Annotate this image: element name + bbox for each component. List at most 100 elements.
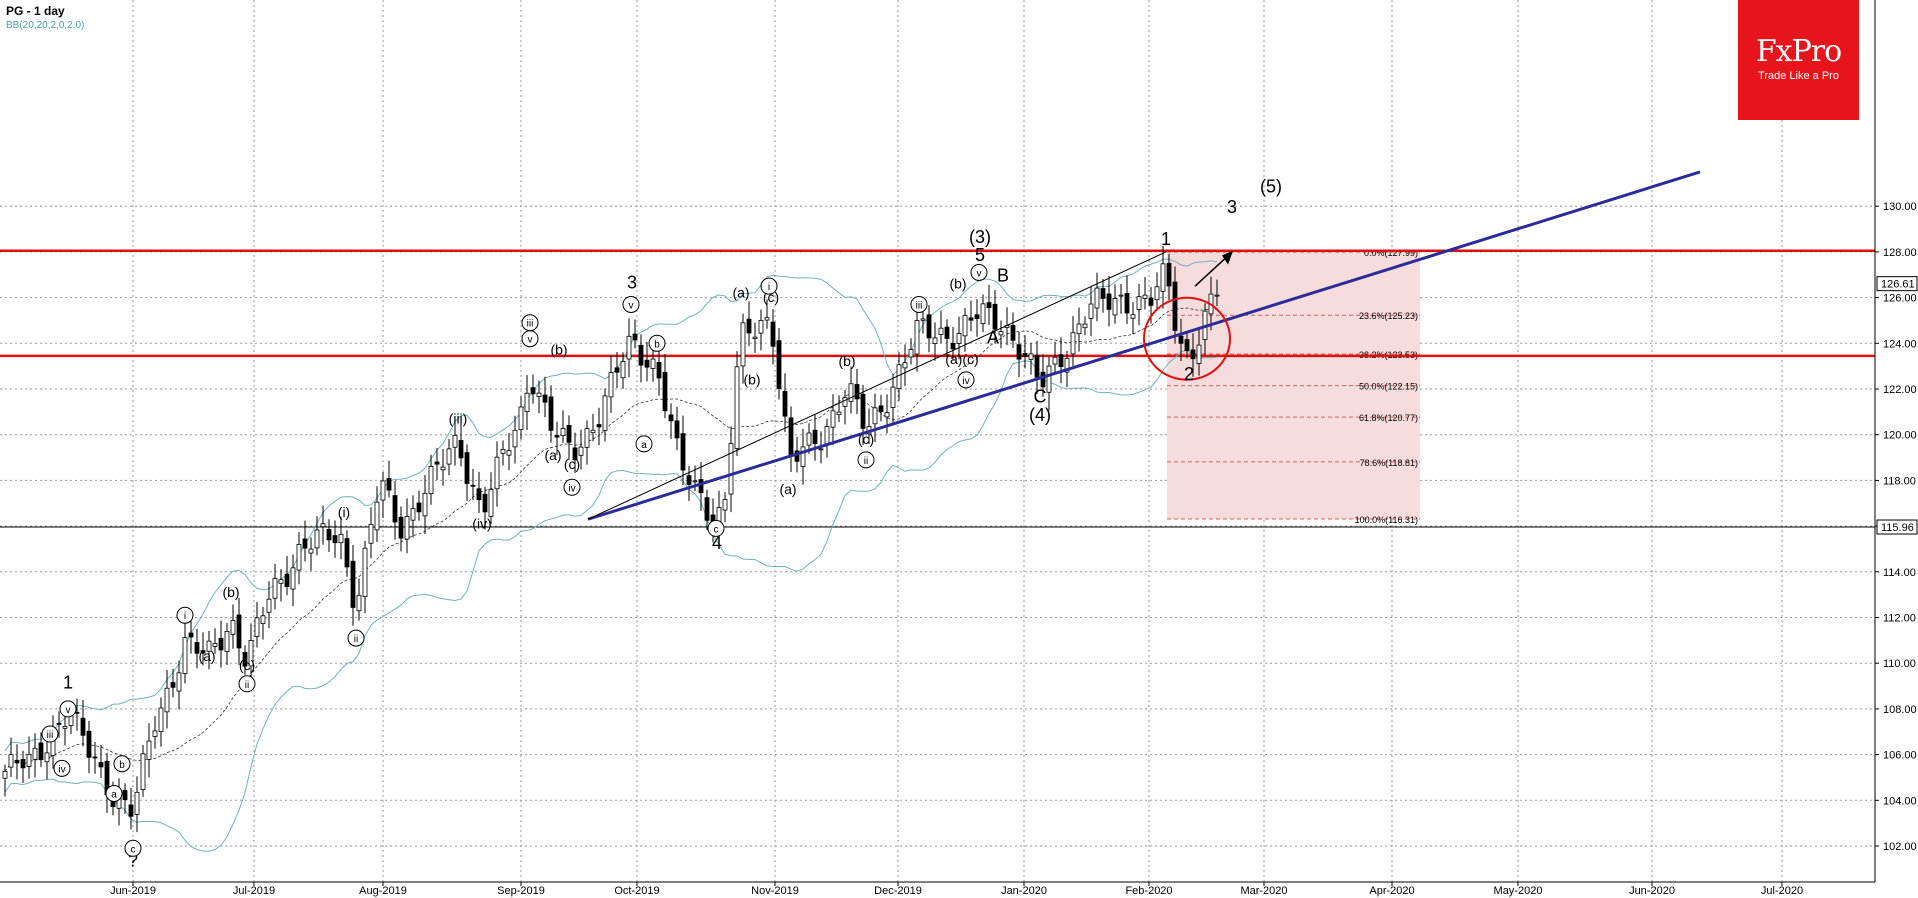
x-tick-label: Oct-2019 bbox=[614, 885, 659, 897]
candle-body bbox=[944, 326, 950, 339]
candle-body bbox=[326, 529, 332, 541]
candle-body bbox=[920, 318, 926, 321]
candle-body bbox=[782, 391, 788, 417]
fxpro-logo: FxPro Trade Like a Pro bbox=[1738, 0, 1859, 120]
candle-body bbox=[980, 303, 986, 324]
candle-body bbox=[344, 538, 350, 568]
candle-body bbox=[836, 411, 842, 416]
wave-circle-label: b bbox=[654, 339, 660, 350]
wave-label: (a) bbox=[732, 285, 749, 301]
candle-body bbox=[986, 302, 992, 309]
candle-body bbox=[374, 501, 380, 531]
candle-body bbox=[482, 493, 488, 513]
candle-body bbox=[218, 637, 224, 651]
fib-level-label: 0.0%(127.99) bbox=[1364, 248, 1418, 258]
wave-circle-label: i bbox=[768, 282, 770, 293]
candle-body bbox=[914, 320, 920, 355]
candle-body bbox=[1166, 262, 1172, 287]
candle-body bbox=[194, 642, 200, 654]
candle-body bbox=[584, 428, 590, 448]
candle-body bbox=[602, 395, 608, 431]
candles bbox=[2, 245, 1220, 833]
candle-body bbox=[926, 314, 932, 339]
candle-body bbox=[320, 523, 326, 528]
candle-body bbox=[974, 314, 980, 319]
y-tick-label: 108.00 bbox=[1883, 704, 1917, 716]
x-tick-label: Nov-2019 bbox=[751, 885, 799, 897]
wave-circle bbox=[857, 451, 875, 469]
wave-label: (a) bbox=[779, 481, 796, 497]
candle-body bbox=[260, 615, 266, 624]
wave-circle bbox=[41, 725, 59, 743]
wave-label: 1 bbox=[63, 672, 73, 692]
price-label-box bbox=[1876, 276, 1918, 292]
wave-circle-label: a bbox=[641, 440, 647, 451]
candle-body bbox=[1028, 353, 1034, 360]
candle-body bbox=[740, 322, 746, 367]
candle-body bbox=[632, 333, 638, 341]
y-tick-label: 102.00 bbox=[1883, 841, 1917, 853]
candle-body bbox=[758, 320, 764, 334]
candle-body bbox=[668, 414, 674, 422]
candle-body bbox=[1154, 286, 1160, 301]
wave-circle bbox=[238, 675, 256, 693]
fib-level-label: 61.8%(120.77) bbox=[1359, 413, 1418, 423]
candle-body bbox=[92, 756, 98, 759]
candle-body bbox=[170, 682, 176, 688]
logo-tagline: Trade Like a Pro bbox=[1758, 70, 1839, 82]
wave-circle bbox=[113, 755, 131, 773]
candle-body bbox=[266, 598, 272, 613]
wave-label: (b) bbox=[550, 342, 567, 358]
candle-body bbox=[1052, 356, 1058, 365]
candle-body bbox=[1196, 344, 1202, 364]
bollinger-bands bbox=[4, 258, 1218, 852]
candle-body bbox=[1016, 344, 1022, 360]
wave-label: 5 bbox=[975, 245, 985, 265]
candle-body bbox=[872, 407, 878, 425]
candle-body bbox=[200, 650, 206, 654]
candle-body bbox=[932, 337, 938, 345]
wave-label: (5) bbox=[1260, 177, 1282, 197]
wave-circle bbox=[957, 371, 975, 389]
wave-label: ? bbox=[128, 851, 138, 871]
wave-circle-label: c bbox=[714, 524, 719, 535]
x-tick-label: Aug-2019 bbox=[359, 885, 407, 897]
y-tick-label: 130.00 bbox=[1883, 201, 1917, 213]
candle-body bbox=[68, 715, 74, 726]
candle-body bbox=[806, 432, 812, 446]
x-tick-label: Jun-2019 bbox=[110, 885, 156, 897]
x-tick-label: Jan-2020 bbox=[1001, 885, 1047, 897]
candle-body bbox=[86, 730, 92, 758]
candle-body bbox=[212, 643, 218, 647]
candle-body bbox=[356, 594, 362, 612]
price-label: 126.61 bbox=[1881, 279, 1915, 291]
x-tick-label: Jul-2020 bbox=[1761, 885, 1803, 897]
candle-body bbox=[62, 725, 68, 729]
wave-circle bbox=[59, 700, 77, 718]
candle-body bbox=[224, 631, 230, 652]
candle-body bbox=[332, 535, 338, 544]
fib-zone: 0.0%(127.99)23.6%(125.23)38.2%(123.53)50… bbox=[1167, 248, 1420, 525]
candle-body bbox=[398, 516, 404, 539]
candle-body bbox=[428, 466, 434, 495]
wave-circle bbox=[521, 314, 539, 332]
candle-body bbox=[140, 753, 146, 790]
candle-body bbox=[308, 548, 314, 554]
candle-body bbox=[698, 479, 704, 494]
wave-label: B bbox=[997, 266, 1009, 286]
candle-body bbox=[728, 443, 734, 495]
candle-body bbox=[992, 303, 998, 330]
candle-body bbox=[164, 687, 170, 713]
wave-circle-label: ii bbox=[864, 456, 868, 467]
candle-body bbox=[278, 579, 284, 584]
wave-lines bbox=[587, 170, 1701, 521]
candle-body bbox=[878, 405, 884, 412]
wave-label: (c) bbox=[239, 657, 255, 673]
candle-body bbox=[338, 533, 344, 544]
candle-body bbox=[950, 342, 956, 350]
wave-circle bbox=[124, 839, 142, 857]
candle-body bbox=[38, 742, 44, 761]
candle-body bbox=[554, 435, 560, 438]
wave-label: (4) bbox=[1029, 405, 1051, 425]
wave-circle-label: iii bbox=[47, 730, 54, 741]
